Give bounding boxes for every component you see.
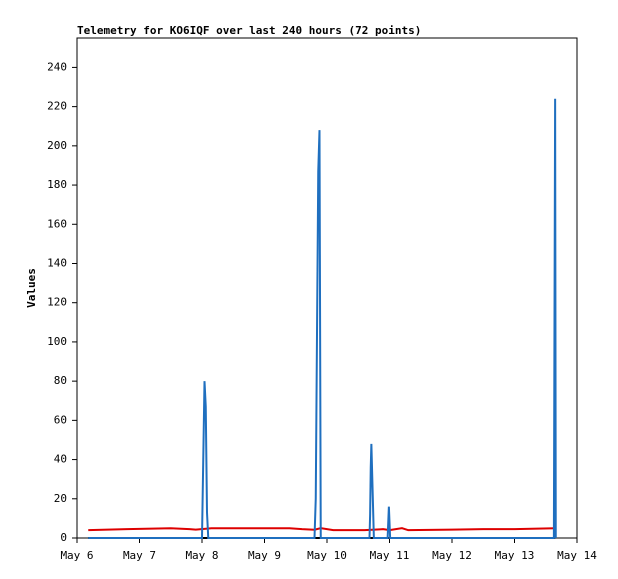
x-tick-label: May 9	[248, 549, 281, 562]
y-tick-label: 60	[54, 413, 67, 426]
y-tick-label: 220	[47, 100, 67, 113]
y-axis-label: Values	[25, 268, 38, 308]
y-tick-label: 20	[54, 492, 67, 505]
y-tick-label: 40	[54, 453, 67, 466]
y-tick-label: 80	[54, 374, 67, 387]
x-tick-label: May 6	[60, 549, 93, 562]
data-line	[88, 98, 557, 539]
chart-title: Telemetry for KO6IQF over last 240 hours…	[77, 24, 421, 37]
y-tick-label: 180	[47, 178, 67, 191]
x-tick-label: May 7	[123, 549, 156, 562]
x-tick-label: May 14	[557, 549, 597, 562]
x-tick-label: May 11	[370, 549, 410, 562]
y-tick-label: 100	[47, 335, 67, 348]
y-tick-label: 120	[47, 296, 67, 309]
y-tick-label: 0	[60, 531, 67, 544]
data-line	[88, 527, 556, 532]
y-tick-label: 240	[47, 60, 67, 73]
x-tick-label: May 8	[185, 549, 218, 562]
x-tick-label: May 13	[495, 549, 535, 562]
y-tick-label: 160	[47, 217, 67, 230]
y-tick-label: 200	[47, 139, 67, 152]
y-tick-label: 140	[47, 256, 67, 269]
plot-frame	[76, 37, 578, 539]
x-tick-label: May 12	[432, 549, 472, 562]
x-tick-label: May 10	[307, 549, 347, 562]
